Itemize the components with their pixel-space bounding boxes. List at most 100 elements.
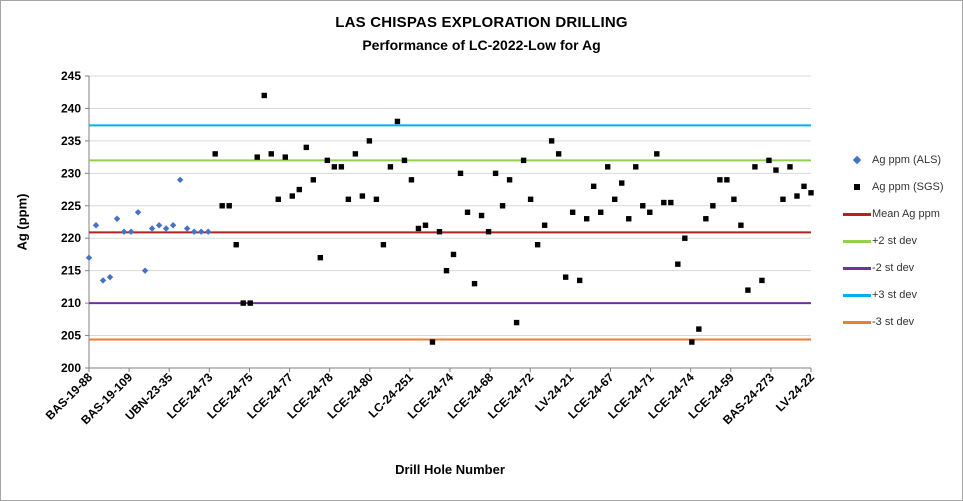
sgs-data-point [247,300,253,306]
sgs-data-point [640,203,646,209]
als-data-point [190,228,198,235]
sgs-data-point [745,287,751,293]
sgs-data-point [590,183,597,190]
sgs-data-point [633,164,639,170]
sgs-data-point [457,170,464,177]
line-marker-icon [842,293,872,297]
sgs-data-point [689,339,695,345]
als-data-point [99,277,107,284]
sgs-data-point [296,186,302,193]
y-tick-label: 205 [61,329,81,343]
line-marker-icon [842,212,872,216]
als-data-point [169,222,177,229]
sgs-data-point [394,118,401,125]
sgs-data-point [310,177,317,183]
sgs-data-point [787,164,793,170]
sgs-data-point [724,177,730,183]
sgs-data-point [661,199,667,206]
legend-label: -3 st dev [872,316,915,328]
als-data-point [127,228,135,235]
sgs-data-point [471,280,478,287]
y-tick-label: 225 [61,199,81,213]
sgs-data-point [801,183,807,190]
y-tick-label: 240 [61,101,81,115]
als-data-point [204,228,212,235]
line-marker-icon [842,320,872,324]
diamond-marker-icon [842,155,872,165]
y-tick-label: 235 [61,134,81,148]
sgs-data-point [513,319,520,326]
legend-item: Ag ppm (SGS) [842,178,944,196]
sgs-data-point [647,209,653,215]
sgs-data-point [478,212,485,219]
sgs-data-point [289,193,295,199]
sgs-data-point [583,216,590,222]
legend-item: -3 st dev [842,313,944,331]
als-data-point [120,228,128,235]
sgs-data-point [219,203,225,209]
sgs-data-point [527,196,534,202]
sgs-data-point [408,177,415,183]
x-tick-label: LV-24-22 [773,370,817,414]
sgs-data-point [576,277,583,284]
sgs-data-point [766,157,772,164]
square-marker-icon [842,184,872,190]
sgs-data-point [654,151,660,157]
x-axis-title: Drill Hole Number [395,462,505,477]
sgs-data-point [436,229,443,235]
als-data-point [92,222,100,229]
als-data-point [183,225,191,232]
sgs-data-point [773,167,779,173]
sgs-data-point [429,339,436,345]
sgs-data-point [682,235,688,241]
sgs-data-point [710,203,716,209]
sgs-data-point [268,151,274,157]
y-tick-label: 210 [61,296,81,310]
sgs-data-point [555,151,562,157]
sgs-data-point [338,164,345,170]
als-data-point [148,225,156,232]
legend-label: Ag ppm (ALS) [872,154,942,166]
sgs-data-point [401,157,408,164]
als-data-point [106,273,114,281]
als-data-point [176,176,184,184]
als-data-point [155,222,163,229]
sgs-data-point [387,164,394,170]
sgs-data-point [212,151,218,157]
chart-subtitle: Performance of LC-2022-Low for Ag [362,37,601,53]
als-data-point [85,254,93,261]
sgs-data-point [548,138,555,144]
sgs-data-point [668,199,674,206]
sgs-data-point [345,196,352,202]
sgs-data-point [324,157,331,164]
sgs-data-point [422,222,429,228]
sgs-data-point [605,164,611,170]
als-data-point [134,209,142,216]
sgs-data-point [569,209,576,215]
sgs-data-point [331,164,338,170]
als-data-point [113,215,121,222]
sgs-data-point [226,203,232,209]
sgs-data-point [282,154,288,160]
sgs-data-point [352,151,359,157]
legend-label: -2 st dev [872,262,915,274]
als-data-point [162,225,170,232]
sgs-data-point [492,170,499,177]
sgs-data-point [612,196,618,202]
sgs-data-point [485,229,492,235]
sgs-data-point [303,144,310,151]
sgs-data-point [675,261,681,267]
y-tick-label: 245 [61,69,81,83]
sgs-data-point [759,277,765,284]
legend-item: +3 st dev [842,286,944,304]
sgs-data-point [380,242,387,248]
sgs-data-point [738,222,744,228]
legend-label: Ag ppm (SGS) [872,181,944,193]
line-marker-icon [842,266,872,270]
legend-label: +3 st dev [872,289,917,301]
sgs-data-point [520,157,527,164]
legend-item: Mean Ag ppm [842,205,944,223]
legend-item: Ag ppm (ALS) [842,151,944,169]
als-data-point [197,228,205,235]
